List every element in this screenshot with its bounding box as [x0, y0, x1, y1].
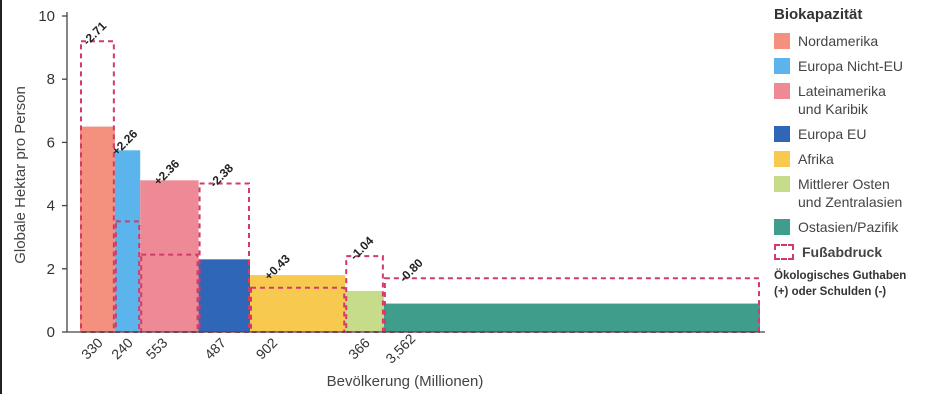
legend-label-ostasien-pazifik: Ostasien/Pazifik: [798, 219, 899, 235]
y-tick-label-0: 0: [47, 324, 55, 341]
legend-swatch-mittlerer-osten-und-zentralasien: [774, 176, 790, 192]
legend-item-afrika: Afrika: [774, 150, 946, 168]
y-tick-label-4: 4: [47, 198, 55, 215]
population-tick-label-europa-eu: 487: [201, 334, 229, 362]
balance-label-mittlerer-osten-und-zentralasien: -1.04: [347, 233, 376, 262]
bar-europa-eu: [198, 259, 250, 332]
footprint-swatch: [774, 244, 794, 260]
legend-swatch-nordamerika: [774, 33, 790, 49]
y-tick-label-6: 6: [47, 134, 55, 151]
legend-note: Ökologisches Guthaben (+) oder Schulden …: [774, 270, 907, 298]
bars-group: [80, 126, 760, 332]
legend-item-europa-nicht-eu: Europa Nicht-EU: [774, 57, 946, 75]
y-tick-label-10: 10: [38, 8, 55, 25]
legend-swatch-afrika: [774, 151, 790, 167]
legend-swatch-ostasien-pazifik: [774, 219, 790, 235]
bar-nordamerika: [80, 126, 115, 332]
x-axis-label: Bevölkerung (Millionen): [327, 373, 484, 390]
bar-lateinamerika-und-karibik: [140, 180, 199, 332]
y-axis-label: Globale Hektar pro Person: [12, 86, 29, 264]
legend: Biokapazität Nordamerika Europa Nicht-EU L…: [774, 6, 946, 300]
legend-items: Nordamerika Europa Nicht-EU Lateinamerika …: [774, 32, 946, 236]
balance-label-europa-eu: -2.38: [207, 161, 236, 190]
legend-title: Biokapazität: [774, 6, 863, 23]
bar-ostasien-pazifik: [383, 303, 760, 332]
y-tick-label-8: 8: [47, 71, 55, 88]
balance-label-ostasien-pazifik: -0.80: [396, 256, 425, 285]
legend-swatch-lateinamerika-und-karibik: [774, 83, 790, 99]
population-tick-label-mittlerer-osten-und-zentralasien: 366: [345, 334, 373, 362]
legend-label-europa-nicht-eu: Europa Nicht-EU: [798, 58, 904, 74]
bar-mittlerer-osten-und-zentralasien: [345, 290, 384, 332]
legend-label-lateinamerika-und-karibik: Lateinamerika und Karibik: [798, 83, 886, 117]
population-tick-label-ostasien-pazifik: 3,562: [382, 330, 418, 366]
balance-label-nordamerika: -2.71: [80, 19, 109, 48]
bar-afrika: [250, 275, 346, 332]
axes-group: 0 2 4 6 8 10: [38, 8, 765, 341]
legend-swatch-europa-nicht-eu: [774, 58, 790, 74]
footprint-label: Fußabdruck: [802, 244, 883, 260]
legend-swatch-europa-eu: [774, 126, 790, 142]
legend-item-nordamerika: Nordamerika: [774, 32, 946, 50]
legend-item-mittlerer-osten-und-zentralasien: Mittlerer Osten und Zentralasien: [774, 175, 946, 211]
left-frame-line: [0, 0, 2, 394]
population-tick-label-lateinamerika-und-karibik: 553: [143, 334, 171, 362]
legend-item-footprint: Fußabdruck: [774, 243, 946, 261]
population-tick-label-nordamerika: 330: [78, 334, 106, 362]
legend-item-lateinamerika-und-karibik: Lateinamerika und Karibik: [774, 82, 946, 118]
bar-europa-nicht-eu: [114, 150, 141, 332]
legend-label-afrika: Afrika: [798, 151, 834, 167]
legend-label-nordamerika: Nordamerika: [798, 33, 879, 49]
legend-item-europa-eu: Europa EU: [774, 125, 946, 143]
legend-label-europa-eu: Europa EU: [798, 126, 867, 142]
population-tick-label-europa-nicht-eu: 240: [108, 334, 136, 362]
legend-item-ostasien-pazifik: Ostasien/Pazifik: [774, 218, 946, 236]
y-tick-label-2: 2: [47, 261, 55, 278]
legend-label-mittlerer-osten-und-zentralasien: Mittlerer Osten und Zentralasien: [798, 176, 903, 210]
population-tick-label-afrika: 902: [253, 334, 281, 362]
